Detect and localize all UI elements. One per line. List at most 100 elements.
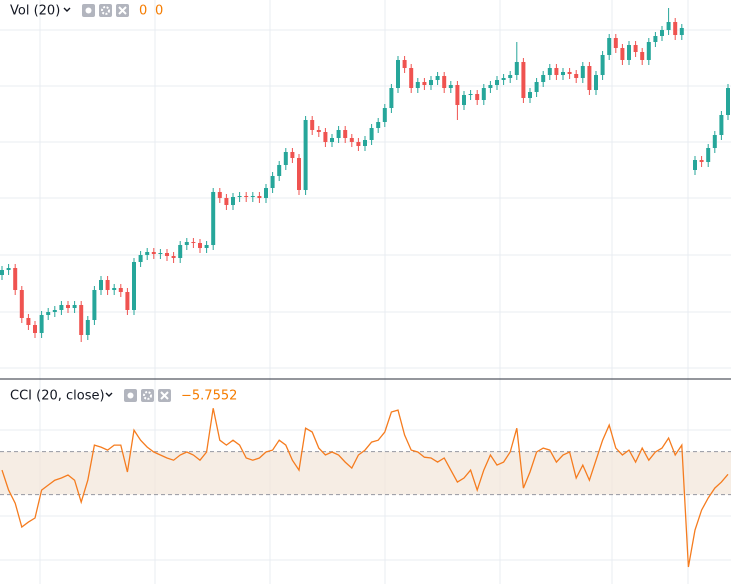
candle-body bbox=[488, 85, 493, 88]
candle-body bbox=[231, 197, 235, 205]
settings-icon[interactable] bbox=[141, 389, 154, 402]
candle-body bbox=[660, 30, 664, 36]
candle-body bbox=[237, 196, 242, 197]
candle-body bbox=[138, 255, 143, 262]
candle-body bbox=[468, 94, 473, 95]
candle-body bbox=[587, 66, 592, 90]
candle-body bbox=[158, 253, 163, 254]
candle-body bbox=[594, 75, 598, 90]
cross bbox=[160, 391, 169, 400]
chevron[interactable] bbox=[105, 392, 113, 397]
candle-body bbox=[699, 160, 704, 162]
cci-legend: CCI (20, close) −5.7552 bbox=[10, 389, 237, 404]
candle-body bbox=[607, 38, 612, 55]
candle-body bbox=[402, 60, 407, 68]
candle-body bbox=[580, 66, 585, 78]
candle-body bbox=[653, 36, 658, 42]
candle-body bbox=[343, 130, 348, 138]
candle-body bbox=[541, 75, 546, 82]
cci-value: −5.7552 bbox=[181, 389, 237, 404]
candle-body bbox=[303, 120, 308, 190]
candle-body bbox=[112, 288, 117, 290]
candle-body bbox=[475, 94, 480, 100]
candle-body bbox=[33, 325, 37, 333]
candle-body bbox=[198, 243, 202, 248]
candle-body bbox=[442, 76, 447, 88]
candle-body bbox=[646, 42, 651, 60]
candle-body bbox=[105, 280, 110, 290]
candle-body bbox=[514, 62, 519, 75]
vol-ma-value: 0 bbox=[155, 4, 163, 19]
candle-body bbox=[409, 68, 414, 88]
candle-body bbox=[481, 88, 486, 100]
candle-body bbox=[52, 310, 57, 312]
gear bbox=[101, 6, 110, 15]
settings-icon[interactable] bbox=[99, 4, 112, 17]
candle-body bbox=[666, 22, 671, 30]
candle-body bbox=[171, 256, 176, 258]
candle-body bbox=[250, 196, 255, 197]
candle-body bbox=[369, 128, 374, 140]
candle-body bbox=[448, 85, 453, 88]
candle-body bbox=[422, 82, 427, 85]
candle-body bbox=[323, 132, 328, 142]
candle-body bbox=[66, 305, 70, 308]
candle-body bbox=[429, 80, 433, 85]
candle-body bbox=[283, 152, 288, 165]
pane-title: CCI (20, close) bbox=[10, 389, 105, 404]
candle-body bbox=[336, 130, 341, 138]
candle-body bbox=[521, 62, 526, 98]
candle-body bbox=[178, 245, 183, 258]
candle-body bbox=[633, 45, 638, 52]
candle-body bbox=[376, 122, 381, 128]
cci-line bbox=[1, 408, 729, 568]
candle-body bbox=[270, 176, 275, 188]
candle-body bbox=[349, 138, 354, 142]
band bbox=[0, 451, 731, 495]
price-legend: Vol (20) 0 0 bbox=[10, 4, 163, 19]
candle-body bbox=[310, 120, 315, 130]
candle-body bbox=[224, 198, 229, 205]
candle-body bbox=[495, 80, 499, 85]
cross bbox=[118, 6, 127, 15]
candle-body bbox=[712, 135, 717, 148]
candle-body bbox=[620, 48, 625, 60]
candle-body bbox=[99, 280, 103, 290]
horizontal-grid bbox=[0, 29, 731, 561]
candle-body bbox=[0, 270, 4, 275]
candle-body bbox=[79, 305, 84, 335]
candle-body bbox=[600, 55, 605, 75]
candle-body bbox=[165, 253, 169, 256]
candle-body bbox=[415, 82, 420, 88]
candle-body bbox=[46, 312, 51, 315]
candle-body bbox=[211, 192, 216, 245]
candle-body bbox=[257, 196, 262, 198]
candle-body bbox=[59, 305, 64, 310]
candle-body bbox=[277, 165, 282, 176]
vertical-grid bbox=[39, 0, 689, 584]
candle-body bbox=[356, 142, 361, 146]
candle-body bbox=[85, 320, 90, 335]
candle-body bbox=[501, 78, 506, 80]
pane-title: Vol (20) bbox=[10, 4, 60, 19]
eye-icon-dot bbox=[127, 392, 134, 399]
candle-body bbox=[574, 74, 579, 78]
candle-body bbox=[719, 115, 724, 135]
candle-body bbox=[455, 85, 460, 105]
candle-body bbox=[547, 68, 552, 75]
candle-body bbox=[435, 76, 440, 80]
candle-body bbox=[6, 268, 11, 270]
candle-body bbox=[191, 242, 196, 243]
candle-body bbox=[297, 158, 301, 190]
candle-body bbox=[567, 72, 572, 74]
candle-body bbox=[330, 138, 334, 142]
candle-body bbox=[508, 75, 513, 78]
marks bbox=[0, 8, 731, 568]
chevron[interactable] bbox=[63, 7, 71, 12]
candle-body bbox=[125, 292, 130, 310]
candle-body bbox=[290, 152, 295, 158]
candle-body bbox=[19, 290, 24, 318]
candle-body bbox=[264, 188, 268, 198]
candle-body bbox=[679, 28, 684, 35]
candle-body bbox=[145, 252, 150, 255]
